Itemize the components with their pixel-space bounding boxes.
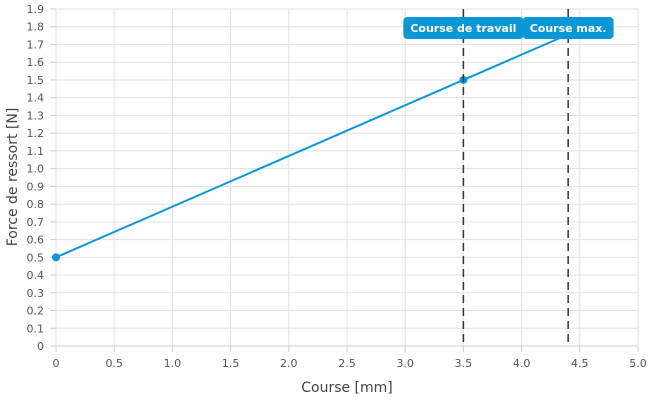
y-tick-label: 0 bbox=[37, 340, 44, 353]
y-tick-label: 1.6 bbox=[27, 56, 45, 69]
y-tick-label: 1.0 bbox=[27, 163, 45, 176]
vertical-marker-label-text: Course de travail bbox=[410, 22, 516, 35]
y-tick-label: 0.9 bbox=[27, 180, 45, 193]
y-tick-label: 1.7 bbox=[27, 38, 45, 51]
vertical-marker-label-box bbox=[522, 17, 614, 39]
x-tick-label: 2.5 bbox=[338, 357, 356, 370]
y-tick-label: 1.4 bbox=[27, 92, 45, 105]
x-tick-label: 1.0 bbox=[164, 357, 182, 370]
y-axis-title: Force de ressort [N] bbox=[5, 108, 21, 247]
x-tick-label: 5.0 bbox=[629, 357, 647, 370]
y-tick-label: 0.6 bbox=[27, 234, 45, 247]
y-tick-label: 0.4 bbox=[27, 269, 45, 282]
vertical-marker-label: Course max. bbox=[522, 17, 614, 39]
axis-layer: 0 0.1 0.2 0.3 0.4 0.5 0.6 0.7 0.8 0.9 1.0 1.1 1.2 1.3… bbox=[27, 3, 647, 370]
vertical-marker-label: Course de travail bbox=[403, 17, 524, 39]
y-tick-label: 1.3 bbox=[27, 109, 45, 122]
series-line bbox=[55, 33, 569, 259]
y-tick-label: 1.5 bbox=[27, 74, 45, 87]
grid-layer bbox=[55, 8, 639, 347]
y-tick-label: 0.7 bbox=[27, 216, 45, 229]
y-tick-label: 1.8 bbox=[27, 21, 45, 34]
data-point bbox=[52, 253, 60, 262]
x-axis-title: Course [mm] bbox=[301, 380, 393, 396]
x-tick-label: 0 bbox=[53, 357, 60, 370]
y-tick-label: 0.3 bbox=[27, 287, 45, 300]
x-tick-label: 1.5 bbox=[222, 357, 240, 370]
y-tick-label: 0.1 bbox=[27, 322, 45, 335]
y-tick-label: 1.1 bbox=[27, 145, 45, 158]
x-tick-label: 4.5 bbox=[571, 357, 589, 370]
vertical-marker-label-text: Course max. bbox=[530, 22, 607, 35]
y-tick-label: 1.9 bbox=[27, 3, 45, 16]
vertical-marker-layer: Course de travail Course max. bbox=[403, 9, 614, 346]
vertical-marker-label-box bbox=[403, 17, 524, 39]
x-tick-label: 3.5 bbox=[455, 357, 473, 370]
y-tick-label: 1.2 bbox=[27, 127, 45, 140]
x-tick-label: 4.0 bbox=[513, 357, 531, 370]
y-tick-label: 0.2 bbox=[27, 305, 45, 318]
x-tick-label: 0.5 bbox=[105, 357, 123, 370]
y-tick-label: 0.5 bbox=[27, 251, 45, 264]
series-layer bbox=[52, 33, 569, 262]
y-tick-label: 0.8 bbox=[27, 198, 45, 211]
x-tick-label: 3.0 bbox=[396, 357, 414, 370]
x-tick-label: 2.0 bbox=[280, 357, 298, 370]
